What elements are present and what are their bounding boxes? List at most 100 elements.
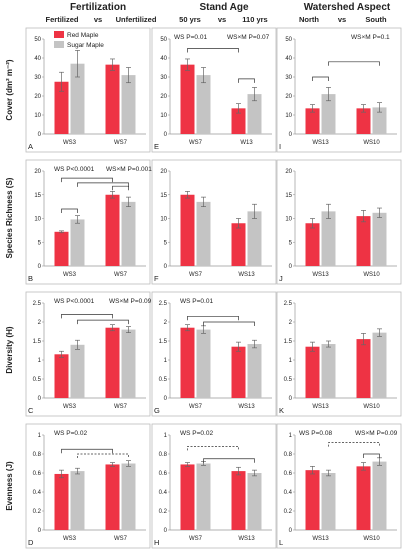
bar-red-maple bbox=[231, 223, 246, 266]
significance-bracket bbox=[187, 48, 239, 53]
y-tick-label: 0 bbox=[289, 528, 293, 534]
bar-red-maple bbox=[54, 354, 69, 398]
panel-g: 0 0.5 1 1.5 2 2.5 WS7 WS13 WS P=0.01 G bbox=[151, 291, 277, 417]
y-tick-label: 10 bbox=[285, 113, 292, 119]
panel-letter: C bbox=[28, 406, 34, 415]
row-label-evenness: Evenness (J) bbox=[5, 461, 14, 511]
bar-sugar-maple bbox=[372, 461, 387, 530]
bar-red-maple bbox=[231, 471, 246, 530]
y-tick-label: 2.5 bbox=[284, 301, 293, 307]
y-tick-label: 0 bbox=[38, 528, 42, 534]
x-category-label: WS13 bbox=[238, 272, 255, 278]
y-tick-label: 20 bbox=[285, 169, 292, 175]
significance-bracket bbox=[112, 185, 129, 191]
y-tick-label: 0 bbox=[289, 132, 293, 138]
bar-sugar-maple bbox=[196, 329, 211, 398]
bar-sugar-maple bbox=[321, 211, 336, 266]
stat-annotation: WS P=0.02 bbox=[54, 430, 87, 437]
significance-bracket bbox=[203, 458, 255, 463]
y-tick-label: 0 bbox=[164, 264, 168, 270]
y-tick-label: 30 bbox=[285, 75, 292, 81]
bar-red-maple bbox=[105, 327, 120, 398]
y-tick-label: 0.8 bbox=[33, 452, 42, 458]
y-tick-label: 20 bbox=[285, 94, 292, 100]
panel-letter: F bbox=[154, 274, 159, 283]
subtitle-vs-1: vs bbox=[94, 15, 102, 24]
significance-bracket bbox=[61, 448, 113, 454]
bar-sugar-maple bbox=[247, 94, 262, 134]
stat-annotation: WS×M P=0.09 bbox=[355, 430, 398, 437]
row-label-diversity: Diversity (H) bbox=[5, 326, 14, 373]
x-category-label: WS13 bbox=[312, 404, 329, 410]
y-tick-label: 2 bbox=[38, 320, 42, 326]
subtitle-fertilized: Fertilized bbox=[46, 15, 79, 24]
bar-red-maple bbox=[54, 473, 69, 530]
significance-bracket bbox=[328, 442, 380, 447]
y-tick-label: 0 bbox=[38, 132, 42, 138]
panel-letter: A bbox=[28, 142, 33, 151]
y-tick-label: 0.2 bbox=[33, 509, 42, 515]
bar-red-maple bbox=[105, 194, 120, 266]
bar-sugar-maple bbox=[196, 75, 211, 134]
y-tick-label: 20 bbox=[34, 169, 41, 175]
stat-annotation: WS P<0.0001 bbox=[54, 298, 95, 305]
bar-red-maple bbox=[180, 327, 195, 398]
bar-sugar-maple bbox=[196, 201, 211, 266]
panel-a: 0 10 20 30 40 50 WS3 WS7 A Red Maple Sugar Maple bbox=[25, 27, 151, 153]
bar-sugar-maple bbox=[247, 211, 262, 266]
significance-bracket bbox=[187, 315, 239, 321]
bar-sugar-maple bbox=[70, 344, 85, 398]
panel-e: 0 10 20 30 40 50 WS7 W13 WS P=0.01 WS×M P=0.07 E bbox=[151, 27, 277, 153]
x-category-label: WS7 bbox=[189, 272, 203, 278]
y-tick-label: 5 bbox=[164, 240, 168, 246]
panel-letter: G bbox=[154, 406, 160, 415]
y-tick-label: 0.8 bbox=[284, 452, 293, 458]
panel-letter: K bbox=[279, 406, 284, 415]
panel-f: 0 5 10 15 20 WS7 WS13 F bbox=[151, 159, 277, 285]
y-tick-label: 0.4 bbox=[284, 490, 293, 496]
stat-annotation: WS P=0.01 bbox=[180, 298, 213, 305]
significance-bracket bbox=[203, 321, 255, 326]
bar-sugar-maple bbox=[70, 471, 85, 530]
x-category-label: WS3 bbox=[63, 536, 77, 542]
column-title-fertilization: Fertilization bbox=[70, 2, 126, 13]
significance-bracket bbox=[363, 453, 380, 458]
panel-letter: H bbox=[154, 538, 159, 547]
panel-d: 0 0.2 0.4 0.6 0.8 1 WS3 WS7 WS P=0.02 D bbox=[25, 423, 151, 549]
x-category-label: WS7 bbox=[114, 140, 128, 146]
bar-sugar-maple bbox=[121, 75, 136, 134]
subtitle-110-yrs: 110 yrs bbox=[242, 15, 267, 24]
y-tick-label: 0 bbox=[164, 396, 168, 402]
legend-label: Sugar Maple bbox=[67, 42, 104, 49]
row-label-species-richness: Species Richness (S) bbox=[5, 177, 14, 258]
x-category-label: W13 bbox=[240, 140, 253, 146]
stat-annotation: WS P=0.02 bbox=[180, 430, 213, 437]
y-tick-label: 1 bbox=[38, 433, 42, 439]
panel-letter: I bbox=[279, 142, 281, 151]
subtitle-vs-3: vs bbox=[338, 15, 346, 24]
x-category-label: WS10 bbox=[363, 536, 380, 542]
x-category-label: WS13 bbox=[238, 536, 255, 542]
panel-letter: B bbox=[28, 274, 33, 283]
y-tick-label: 50 bbox=[34, 37, 41, 43]
y-tick-label: 0.6 bbox=[284, 471, 293, 477]
y-tick-label: 1.5 bbox=[33, 339, 42, 345]
y-tick-label: 0.6 bbox=[33, 471, 42, 477]
bar-red-maple bbox=[356, 339, 371, 398]
bar-red-maple bbox=[180, 194, 195, 266]
bar-sugar-maple bbox=[121, 463, 136, 530]
y-tick-label: 1.5 bbox=[159, 339, 168, 345]
subtitle-50-yrs: 50 yrs bbox=[179, 15, 201, 24]
significance-bracket bbox=[238, 78, 255, 83]
y-tick-label: 10 bbox=[160, 113, 167, 119]
panel-letter: J bbox=[279, 274, 283, 283]
significance-bracket bbox=[187, 446, 239, 451]
significance-bracket bbox=[328, 61, 380, 66]
bar-sugar-maple bbox=[121, 201, 136, 266]
x-category-label: WS7 bbox=[114, 404, 128, 410]
y-tick-label: 0.2 bbox=[284, 509, 293, 515]
panel-letter: E bbox=[154, 142, 159, 151]
bar-red-maple bbox=[305, 470, 320, 530]
bar-red-maple bbox=[356, 466, 371, 530]
